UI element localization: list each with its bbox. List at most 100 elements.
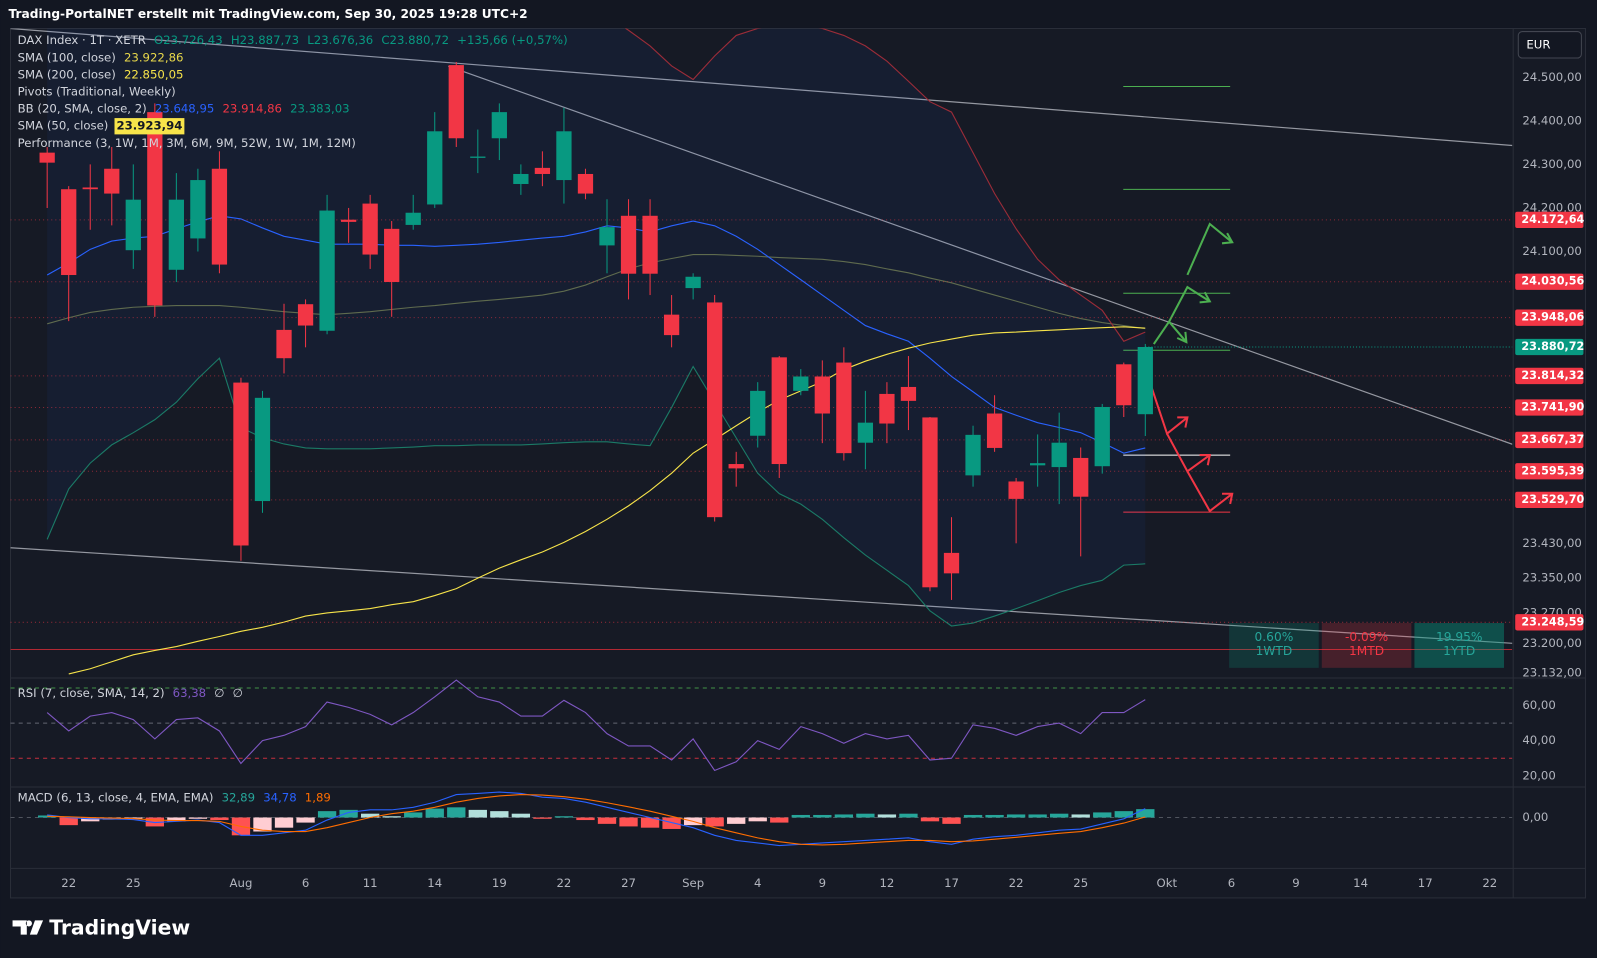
histogram-bar — [511, 813, 531, 818]
header-text: Trading-PortalNET erstellt mit TradingVi… — [8, 7, 527, 21]
histogram-bar — [145, 817, 164, 827]
pivot-label-bg — [1515, 367, 1584, 385]
x-tick-label: 19 — [492, 876, 507, 890]
bull-arrows — [1152, 222, 1234, 345]
indicator-line — [68, 326, 1146, 675]
histogram-bar — [1114, 811, 1133, 818]
histogram-bar — [1136, 809, 1155, 818]
histogram-bar — [296, 817, 315, 823]
histogram-bar — [985, 814, 1004, 818]
candle-body — [857, 422, 874, 443]
candle-body — [1030, 463, 1046, 466]
candle-body — [405, 212, 421, 225]
candle-body — [427, 131, 443, 205]
candle-body — [943, 552, 960, 574]
candle-body — [836, 362, 852, 454]
candle-body — [986, 413, 1003, 448]
y-tick-label: 24.100,00 — [1522, 244, 1581, 258]
candle-body — [1051, 442, 1067, 468]
arrow-head — [1199, 454, 1212, 466]
performance-value: -0.09% — [1345, 630, 1388, 644]
x-tick-label: Sep — [682, 876, 704, 890]
x-tick-label: 17 — [944, 876, 959, 890]
logo-text: TradingView — [49, 915, 190, 939]
legend-label: RSI (7, close, SMA, 14, 2) — [18, 686, 165, 700]
candle-body — [147, 112, 163, 306]
candle-body — [1073, 457, 1089, 497]
performance-cell — [1229, 623, 1319, 668]
legend-value: O23.726,43 — [154, 33, 223, 47]
candle-body — [254, 397, 271, 502]
candle-body — [728, 464, 744, 469]
x-tick-label: 6 — [1228, 876, 1235, 890]
candle-body — [384, 228, 400, 282]
legend-label: SMA (50, close) — [18, 119, 109, 133]
x-tick-label: 22 — [1482, 876, 1497, 890]
x-tick-label: Aug — [230, 876, 253, 890]
candle-body — [513, 173, 529, 184]
candle-body — [491, 112, 507, 139]
histogram-bar — [705, 817, 724, 827]
histogram-bar — [447, 807, 466, 818]
histogram-bar — [619, 817, 638, 827]
legend-label: SMA (100, close) — [18, 50, 116, 64]
pivot-label-bg — [1515, 309, 1584, 326]
histogram-bar — [210, 817, 229, 821]
x-tick-label: 22 — [61, 876, 76, 890]
candle-body — [319, 210, 335, 331]
candle-body — [771, 357, 787, 465]
legend-value: ∅ — [233, 686, 243, 700]
arrow-head — [1199, 291, 1212, 304]
histogram-bar — [1028, 814, 1047, 818]
indicator-line — [46, 357, 1146, 627]
candle-body — [556, 131, 572, 181]
legend-value: +135,66 (+0,57%) — [457, 33, 567, 47]
candle-body — [922, 417, 938, 588]
pivot-label-bg — [1515, 431, 1584, 449]
y-tick-label: 24.500,00 — [1522, 70, 1581, 84]
histogram-bar — [576, 817, 595, 821]
performance-cell — [1321, 623, 1412, 668]
x-tick-label: 25 — [1073, 876, 1088, 890]
histogram-bar — [899, 813, 918, 818]
y-tick-label: 60,00 — [1522, 698, 1555, 712]
y-tick-label: 20,00 — [1522, 768, 1555, 782]
histogram-bar — [339, 809, 358, 818]
pivot-label: 23.529,70 — [1521, 493, 1584, 506]
pivot-label: 23.667,37 — [1521, 433, 1584, 446]
histogram-bar — [468, 809, 487, 818]
candle-body — [599, 227, 615, 246]
x-tick-label: 22 — [557, 876, 572, 890]
macd-line — [47, 794, 1146, 846]
candle-body — [620, 215, 637, 274]
histogram-bar — [963, 814, 983, 818]
trend-line — [10, 547, 1513, 644]
histogram-bar — [877, 814, 897, 818]
candle-body — [276, 329, 292, 359]
histogram-bar — [425, 808, 444, 818]
candle-body — [82, 187, 98, 190]
arrow-head — [1221, 232, 1234, 245]
candle-body — [104, 168, 120, 194]
performance-period: 1YTD — [1443, 644, 1475, 658]
currency-button[interactable] — [1517, 31, 1582, 59]
candle-body — [362, 203, 378, 255]
drawings — [10, 28, 1513, 651]
currency-label[interactable]: EUR — [1526, 37, 1550, 51]
histogram-bar — [167, 817, 186, 822]
candle-body — [750, 390, 766, 436]
histogram-bar — [791, 814, 810, 818]
candle-body — [61, 189, 77, 276]
candle-body — [534, 167, 551, 174]
performance-period: 1WTD — [1256, 644, 1293, 658]
indicator-line — [46, 215, 1146, 454]
performance-value: 0.60% — [1255, 630, 1294, 644]
legend-value-bg — [114, 118, 185, 135]
legend-label: MACD (6, 13, close, 4, EMA, EMA) — [18, 791, 214, 805]
y-tick-label: 0,00 — [1522, 810, 1548, 824]
trend-line — [10, 28, 1513, 147]
histogram-bar — [274, 817, 294, 828]
candle-body — [125, 199, 141, 251]
